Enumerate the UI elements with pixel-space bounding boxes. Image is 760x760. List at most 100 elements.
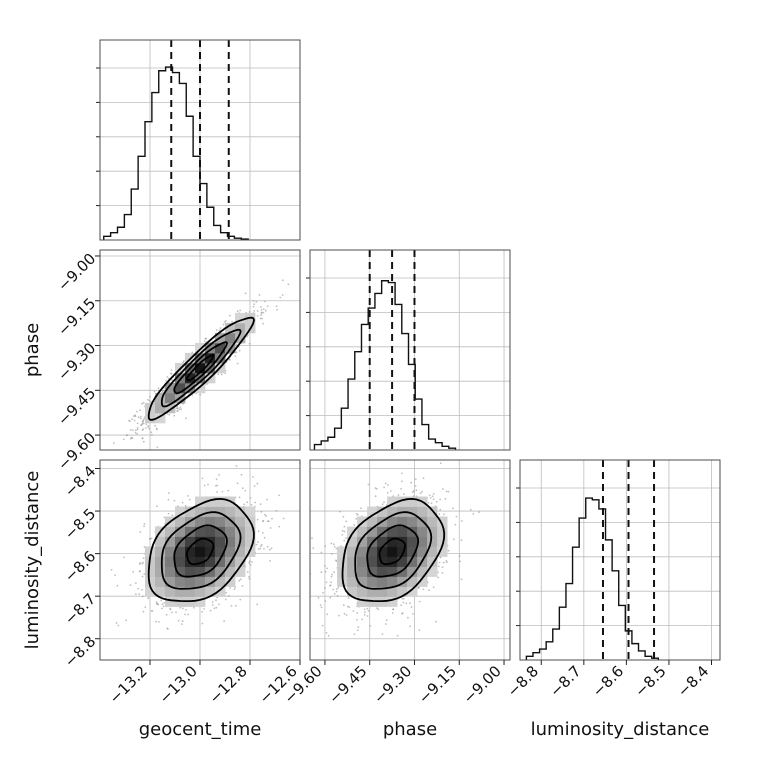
density-cell [367, 586, 378, 597]
sample-point [238, 579, 241, 582]
density-cell [357, 556, 368, 567]
sample-point [224, 598, 227, 601]
sample-point [342, 604, 345, 607]
sample-point [151, 610, 154, 612]
density-cell [195, 586, 206, 597]
sample-point [147, 425, 150, 428]
contour-line [186, 353, 215, 382]
sample-point [215, 599, 217, 602]
density-cell [387, 566, 398, 577]
density-cell [357, 546, 368, 557]
sample-point [453, 538, 455, 541]
sample-point [143, 525, 146, 528]
sample-point [264, 513, 266, 516]
sample-point [356, 513, 359, 516]
x-tick-label: −9.15 [415, 662, 460, 707]
sample-point [356, 618, 358, 621]
sample-point [261, 520, 264, 522]
sample-point [418, 600, 421, 603]
density-cell [155, 586, 166, 597]
sample-point [235, 351, 238, 354]
sample-point [188, 498, 191, 501]
density-cell [225, 526, 236, 537]
y-tick-label: −9.00 [54, 250, 99, 295]
density-cell [387, 516, 398, 527]
sample-point [257, 541, 259, 543]
sample-point [438, 561, 441, 564]
sample-point [235, 465, 238, 467]
sample-point [218, 474, 220, 476]
sample-point [438, 513, 441, 516]
sample-point [432, 498, 435, 500]
density-cell [225, 546, 236, 557]
contour-line [160, 328, 242, 408]
density-cell [337, 546, 348, 557]
sample-point [345, 614, 348, 616]
density-cell [225, 332, 236, 344]
sample-point [330, 542, 333, 545]
sample-point [231, 320, 234, 323]
sample-point [431, 495, 434, 498]
density-cell [195, 506, 206, 517]
sample-point [148, 399, 151, 402]
sample-point [165, 613, 168, 616]
density-cell [397, 556, 408, 567]
sample-point [260, 543, 263, 546]
sample-point [412, 613, 414, 615]
sample-point [338, 614, 340, 617]
panel-content [100, 460, 300, 660]
sample-point [167, 492, 170, 494]
sample-point [355, 518, 358, 520]
sample-point [262, 322, 264, 325]
density-cell [185, 576, 196, 587]
sample-point [257, 530, 260, 533]
sample-point [343, 525, 346, 528]
contour-line [186, 537, 215, 566]
x-tick-label: −8.7 [546, 662, 584, 700]
sample-point [249, 497, 252, 499]
sample-point [134, 431, 137, 434]
density-cell [377, 576, 388, 587]
sample-point [248, 577, 251, 580]
sample-point [176, 409, 179, 412]
histogram-luminosity_distance [525, 497, 659, 660]
density-cell [427, 546, 438, 557]
sample-point [363, 614, 366, 616]
sample-point [140, 424, 142, 427]
density-cell [175, 576, 186, 587]
sample-point [478, 511, 480, 513]
density-cell [417, 506, 428, 517]
sample-point [116, 584, 119, 587]
density-cell [195, 566, 206, 577]
sample-point [141, 595, 144, 598]
sample-point [182, 360, 185, 363]
density-cell [347, 576, 358, 587]
density-cell [397, 526, 408, 537]
density-cell [155, 392, 166, 404]
sample-point [215, 329, 218, 331]
sample-point [253, 310, 256, 312]
sample-point [320, 606, 323, 609]
sample-point [134, 415, 137, 418]
sample-point [199, 393, 202, 396]
sample-point [248, 342, 251, 345]
sample-point [131, 437, 134, 440]
sample-point [143, 523, 146, 525]
sample-point [217, 373, 220, 376]
sample-point [153, 390, 156, 393]
y-tick-label: −8.8 [61, 632, 99, 670]
sample-point [472, 513, 475, 515]
sample-point [239, 598, 242, 601]
y-axis-label-luminosity_distance: luminosity_distance [22, 471, 43, 650]
density-cell [195, 526, 206, 537]
sample-point [326, 567, 328, 570]
sample-point [376, 607, 378, 610]
sample-point [260, 306, 262, 308]
sample-point [275, 305, 278, 308]
sample-point [178, 408, 181, 411]
sample-point [435, 620, 437, 623]
y-tick-label: −8.7 [61, 590, 99, 628]
panel-content [310, 460, 510, 660]
sample-point [333, 571, 335, 574]
sample-point [204, 337, 207, 340]
